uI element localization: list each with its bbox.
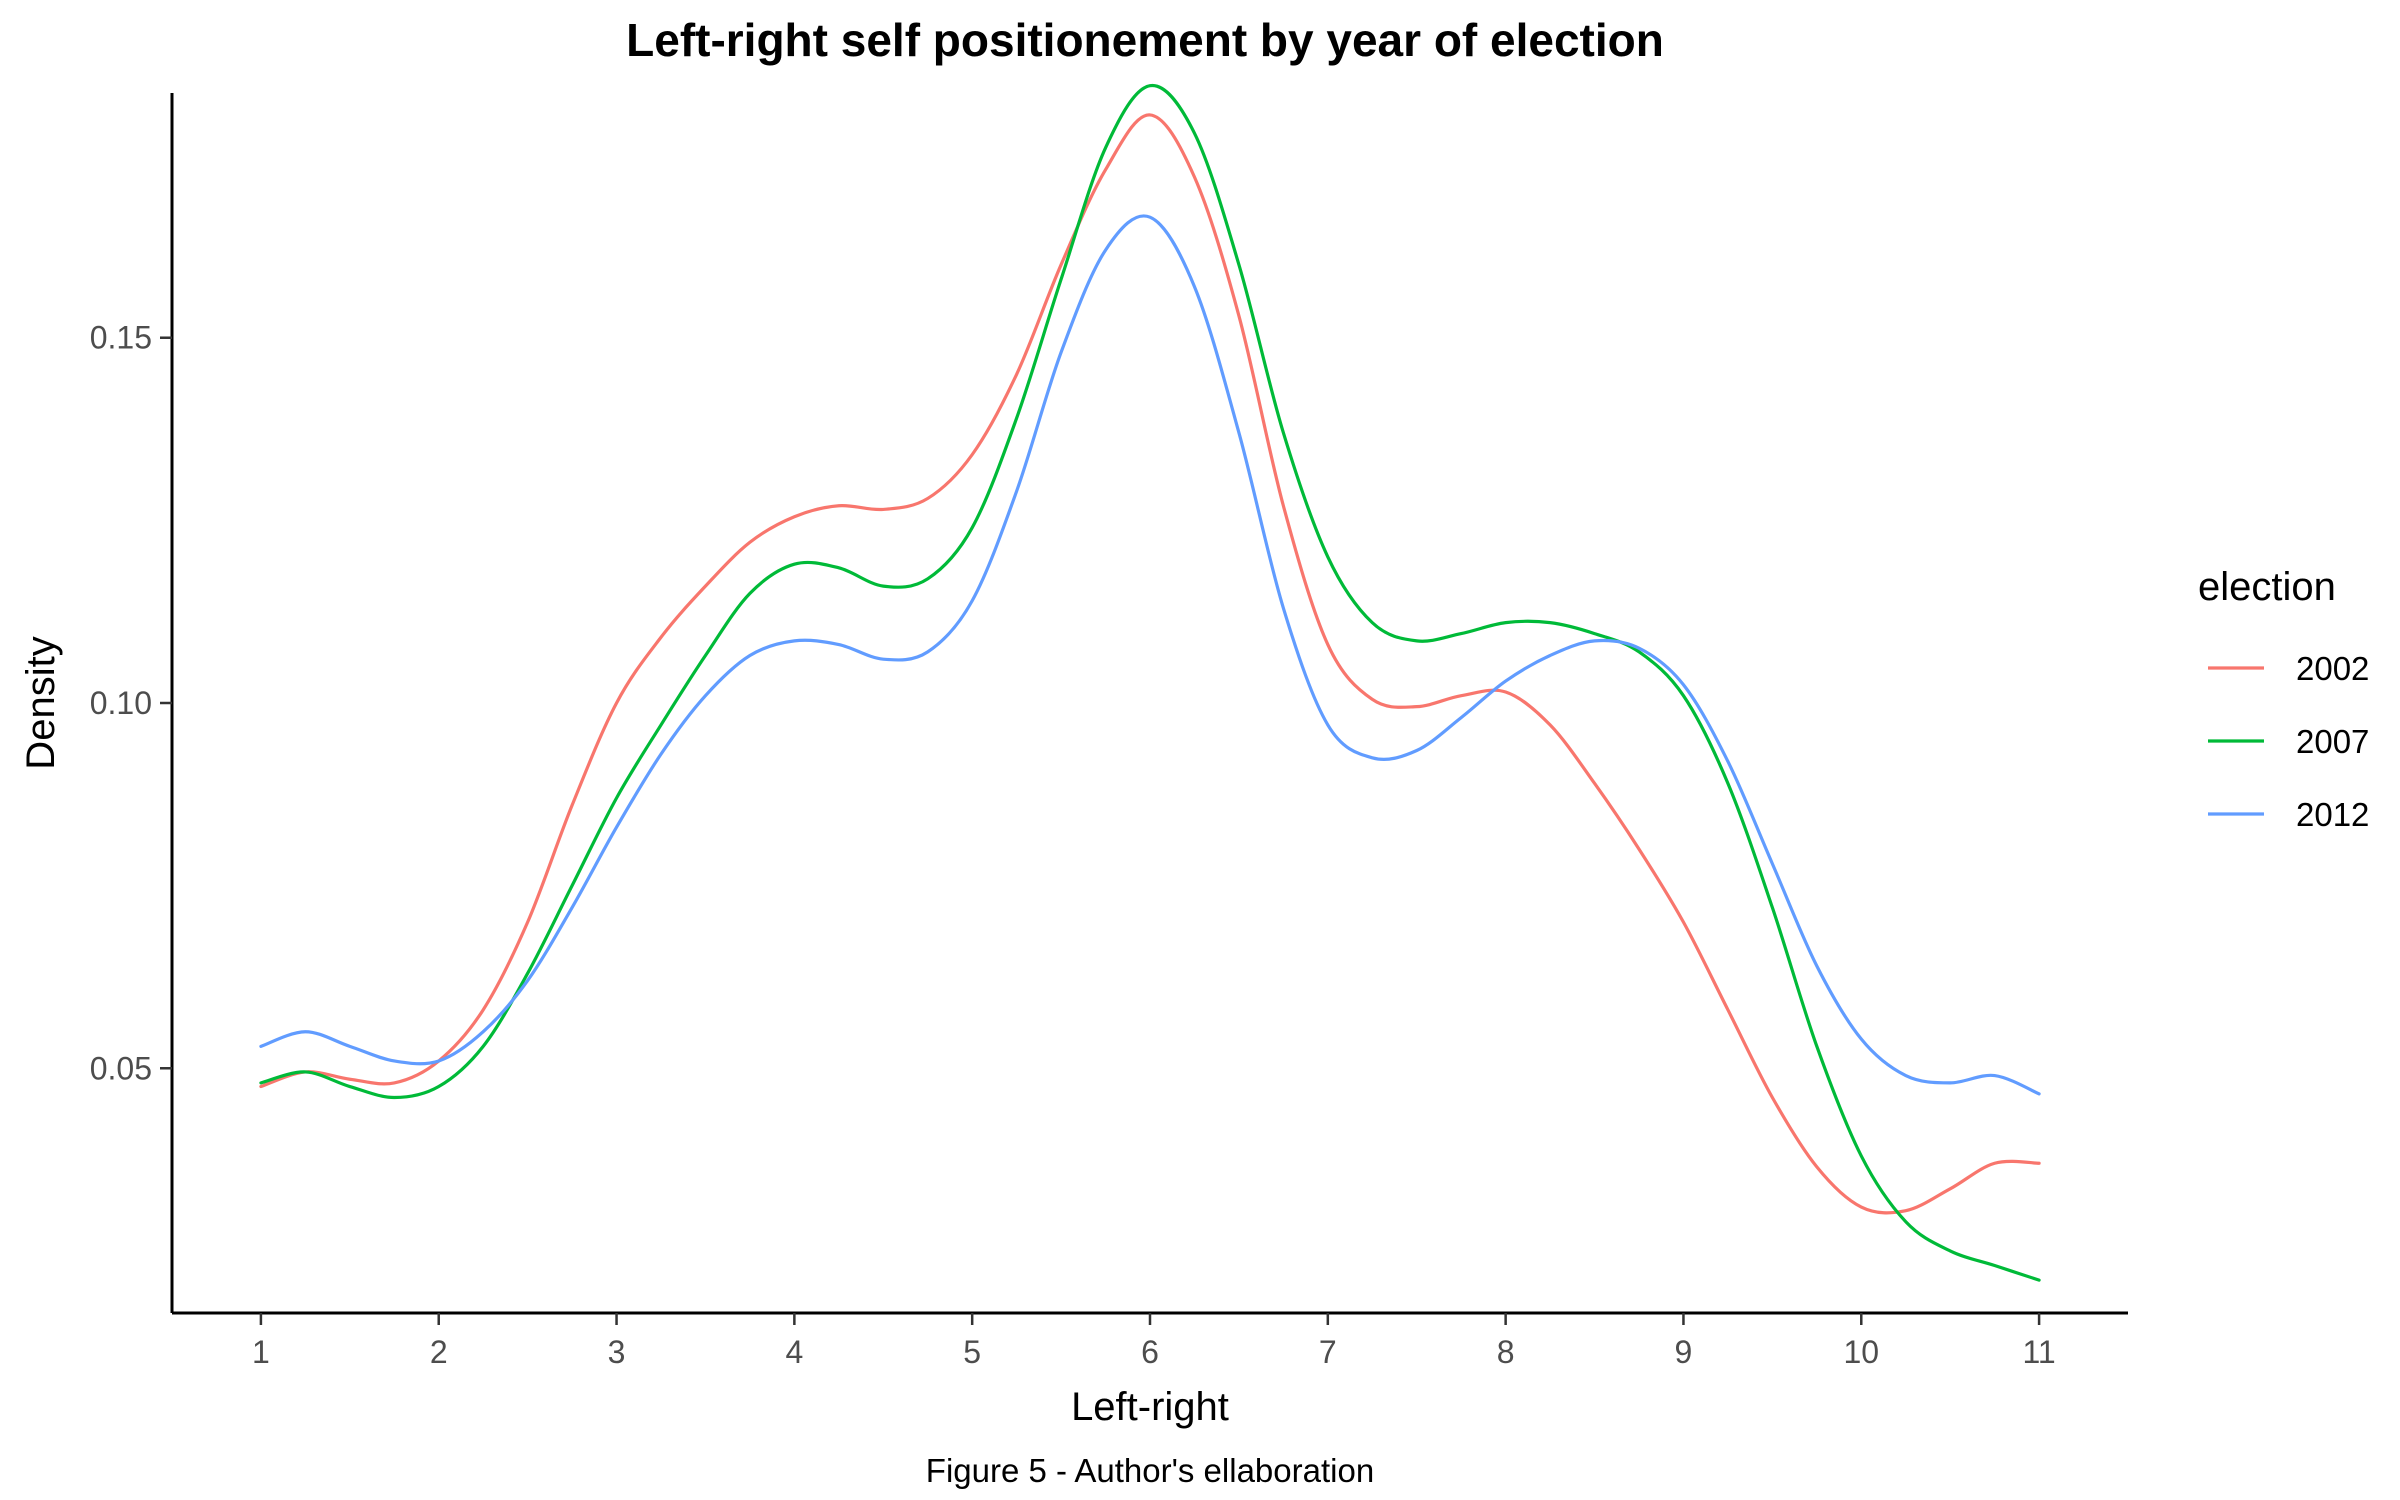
series-lines: [259, 84, 2041, 1282]
x-axis-ticks: 1 2 3 4 5 6 7 8 9 10 11: [252, 1313, 2056, 1370]
plot-panel: 1 2 3 4 5 6 7 8 9 10 11 0.05 0.10 0.15: [90, 84, 2128, 1370]
x-tick-label: 3: [608, 1334, 626, 1370]
x-tick-label: 8: [1497, 1334, 1515, 1370]
x-tick-label: 5: [963, 1334, 981, 1370]
x-tick-label: 9: [1675, 1334, 1693, 1370]
x-tick-label: 7: [1319, 1334, 1337, 1370]
y-tick-label: 0.05: [90, 1050, 152, 1086]
y-axis-title: Density: [19, 636, 63, 769]
legend-items: 2002 2007 2012: [2208, 650, 2369, 833]
series-line-2002: [259, 113, 2041, 1215]
x-tick-label: 6: [1141, 1334, 1159, 1370]
x-tick-label: 4: [785, 1334, 803, 1370]
x-tick-label: 2: [430, 1334, 448, 1370]
legend-label-2012: 2012: [2296, 796, 2369, 833]
series-line-2012: [259, 214, 2041, 1096]
chart-caption: Figure 5 - Author's ellaboration: [926, 1452, 1374, 1489]
x-tick-label: 10: [1843, 1334, 1879, 1370]
x-axis-title: Left-right: [1071, 1385, 1229, 1429]
y-tick-label: 0.15: [90, 320, 152, 356]
chart-title: Left-right self positionement by year of…: [626, 14, 1664, 66]
legend-label-2007: 2007: [2296, 723, 2369, 760]
legend-label-2002: 2002: [2296, 650, 2369, 687]
y-axis-ticks: 0.05 0.10 0.15: [90, 320, 172, 1086]
x-tick-label: 11: [2022, 1334, 2055, 1370]
legend: election 2002 2007 2012: [2198, 565, 2369, 833]
y-tick-label: 0.10: [90, 685, 152, 721]
x-tick-label: 1: [252, 1334, 270, 1370]
series-line-2007: [259, 84, 2041, 1282]
legend-title: election: [2198, 565, 2336, 609]
